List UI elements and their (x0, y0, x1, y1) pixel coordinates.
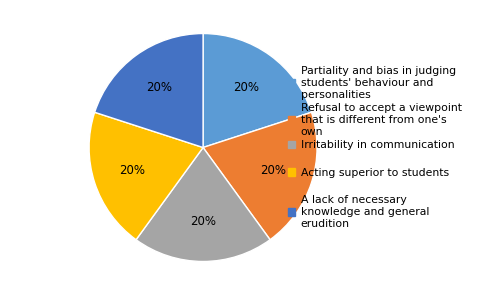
Wedge shape (136, 148, 270, 261)
Text: 20%: 20% (120, 164, 146, 177)
Text: 20%: 20% (190, 215, 216, 228)
Wedge shape (94, 34, 203, 148)
Wedge shape (89, 112, 203, 240)
Legend: Partiality and bias in judging
students' behaviour and
personalities, Refusal to: Partiality and bias in judging students'… (288, 66, 462, 229)
Text: 20%: 20% (234, 81, 260, 94)
Text: 20%: 20% (260, 164, 286, 177)
Wedge shape (203, 112, 317, 240)
Wedge shape (203, 34, 312, 148)
Text: 20%: 20% (146, 81, 172, 94)
